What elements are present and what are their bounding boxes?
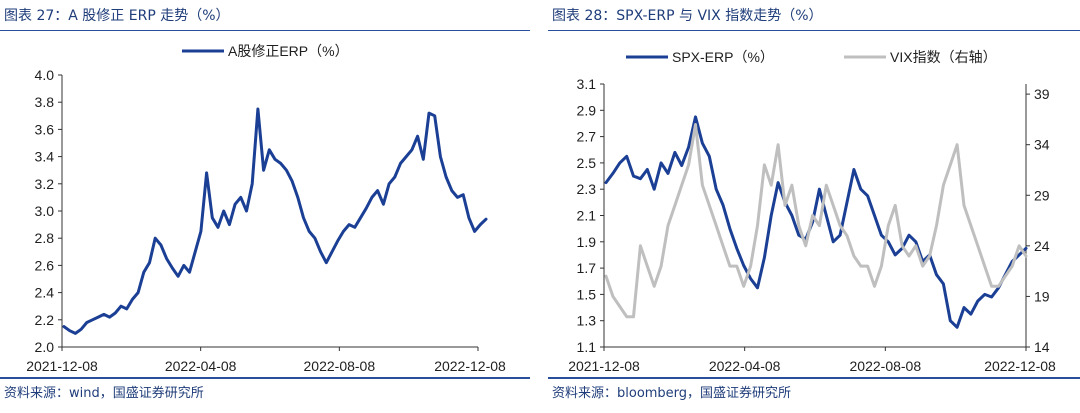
y-tick-label: 3.0 — [35, 203, 55, 219]
y-tick-label: 3.4 — [35, 149, 55, 165]
series-line-primary — [604, 115, 1028, 329]
figure-27-top-rule — [0, 30, 530, 31]
x-tick-label: 2022-12-08 — [984, 358, 1056, 374]
y-tick-label: 2.6 — [35, 257, 55, 273]
x-tick-label: 2022-04-08 — [165, 358, 237, 374]
x-tick-label: 2021-12-08 — [26, 358, 98, 374]
y2-tick-label: 24 — [1034, 238, 1050, 254]
y-tick-label: 2.0 — [35, 339, 55, 355]
x-tick-label: 2022-12-08 — [434, 358, 506, 374]
y2-tick-label: 19 — [1034, 288, 1050, 304]
y-tick-label: 3.6 — [35, 121, 55, 137]
y2-tick-label: 14 — [1034, 339, 1050, 355]
legend-label: VIX指数（右轴） — [890, 49, 997, 65]
y-tick-label: 1.3 — [577, 313, 597, 329]
y-tick-label: 2.5 — [577, 155, 597, 171]
y-tick-label: 1.1 — [577, 339, 597, 355]
x-tick-label: 2022-08-08 — [304, 358, 376, 374]
figure-28-panel: 图表 28：SPX-ERP 与 VIX 指数走势（%） 1.1 1.3 1.5 1.7… — [548, 0, 1080, 413]
y-tick-label: 4.0 — [35, 67, 55, 83]
y-tick-label: 2.1 — [577, 208, 597, 224]
series-line-primary — [62, 107, 488, 335]
figure-27-bottom-rule — [0, 377, 530, 379]
y2-tick-label: 29 — [1034, 187, 1050, 203]
figure-28-source: 资料来源：bloomberg，国盛证券研究所 — [552, 386, 792, 401]
y2-tick-label: 39 — [1034, 86, 1050, 102]
figure-28-top-rule — [548, 30, 1080, 31]
y-tick-label: 1.9 — [577, 234, 597, 250]
y-tick-label: 2.4 — [35, 285, 55, 301]
y-tick-label: 3.8 — [35, 94, 55, 110]
figure-28-chart: 1.1 1.3 1.5 1.7 1.9 2.1 2.3 2.5 2.7 2.9 3.1 14 19 24 2… — [568, 49, 1056, 374]
series-line-secondary — [604, 123, 1028, 319]
y-tick-label: 1.7 — [577, 260, 597, 276]
y-tick-label: 2.2 — [35, 312, 55, 328]
x-tick-label: 2022-08-08 — [850, 358, 922, 374]
figure-28-title: 图表 28：SPX-ERP 与 VIX 指数走势（%） — [552, 8, 823, 24]
y-tick-label: 2.7 — [577, 129, 597, 145]
figure-27-title: 图表 27：A 股修正 ERP 走势（%） — [4, 8, 230, 24]
y-tick-label: 3.2 — [35, 176, 55, 192]
x-tick-label: 2022-04-08 — [709, 358, 781, 374]
legend-label: SPX-ERP（%） — [672, 49, 774, 65]
y-tick-label: 1.5 — [577, 286, 597, 302]
y-tick-label: 2.8 — [35, 230, 55, 246]
figure-27-chart: 2.0 2.2 2.4 2.6 2.8 3.0 3.2 3.4 3.6 3.8 4.0 2021-12… — [26, 43, 506, 374]
y-tick-label: 3.1 — [577, 76, 597, 92]
y2-tick-label: 34 — [1034, 137, 1050, 153]
y-tick-label: 2.9 — [577, 102, 597, 118]
figure-27-source: 资料来源：wind，国盛证券研究所 — [4, 386, 204, 401]
figure-27-panel: 图表 27：A 股修正 ERP 走势（%） 2.0 2.2 2.4 2.6 2.8 3.0… — [0, 0, 530, 413]
legend-label: A股修正ERP（%） — [228, 43, 349, 59]
y-tick-label: 2.3 — [577, 181, 597, 197]
figure-28-bottom-rule — [548, 377, 1080, 379]
x-tick-label: 2021-12-08 — [568, 358, 640, 374]
